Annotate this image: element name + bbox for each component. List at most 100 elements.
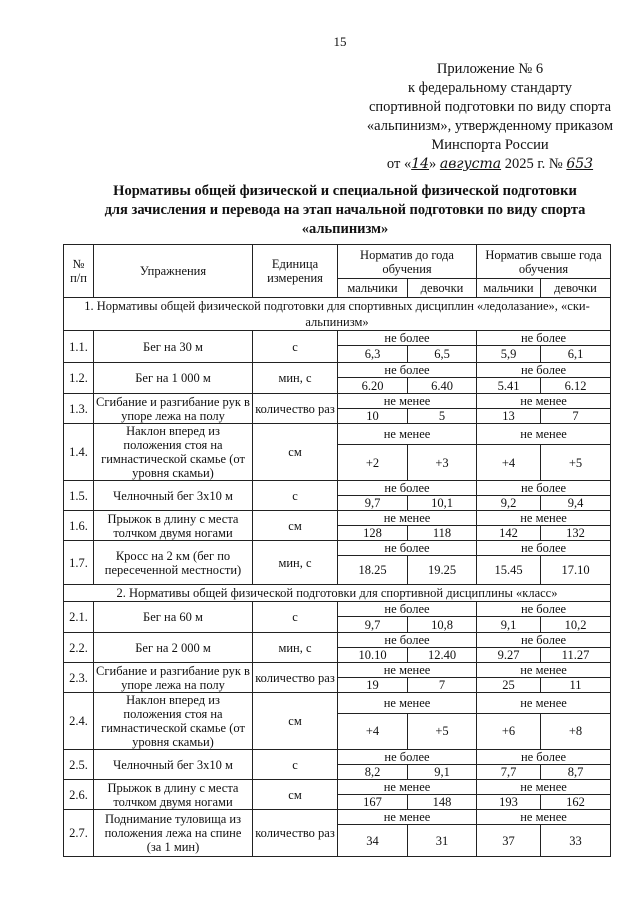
header-group2: Норматив свыше года обучения (476, 244, 612, 279)
value-cell: 10,2 (540, 616, 612, 633)
appendix-header: Приложение № 6 к федеральному стандарту … (340, 60, 640, 174)
value-cell: 6,5 (406, 345, 478, 363)
qualifier: не более (476, 632, 612, 648)
row-number: 2.3. (63, 662, 94, 693)
appendix-line: Приложение № 6 (436, 61, 544, 77)
unit: мин, с (252, 540, 338, 585)
value-cell: 7,7 (476, 764, 542, 780)
appendix-line: к федеральному стандарту (408, 80, 572, 96)
qualifier: не менее (336, 779, 478, 795)
exercise-name: Челночный бег 3х10 м (93, 749, 253, 780)
table-row: 2.7. Поднимание туловища из положения леж… (63, 809, 612, 857)
date-year: 2025 г. № (504, 156, 563, 172)
date-mid: » (429, 156, 437, 172)
table-row: 1.5. Челночный бег 3х10 м с не более не боле… (63, 480, 612, 511)
value-cell: 37 (476, 824, 542, 857)
value-cell: 8,7 (540, 764, 612, 780)
value-cell: +5 (406, 712, 478, 751)
value-cell: 167 (337, 794, 408, 810)
exercise-name: Бег на 2 000 м (93, 632, 253, 663)
qualifier: не менее (336, 692, 478, 714)
unit: мин, с (252, 362, 338, 394)
row-number: 2.4. (63, 692, 94, 750)
qualifier: не менее (336, 422, 478, 446)
value-cell: 9.27 (476, 647, 542, 663)
section-row: 1. Нормативы общей физической подготовки… (62, 297, 612, 331)
table-row: 2.6. Прыжок в длину с места толчком двумя… (63, 779, 612, 810)
header-unit: Единица измерения (252, 244, 338, 298)
value-cell: 25 (476, 677, 542, 693)
table-row-values: 8,2 9,1 7,7 8,7 (64, 764, 612, 780)
value-cell: 18.25 (337, 555, 408, 585)
header-num: № п/п (63, 244, 94, 298)
value-cell: 15.45 (476, 555, 542, 585)
value-cell: 132 (540, 525, 612, 541)
table-row-values: 128 118 142 132 (64, 525, 612, 541)
table-row: 1.4. Наклон вперед из положения стоя на г… (63, 422, 612, 481)
row-number: 1.2. (63, 362, 94, 394)
table-row: 2.2. Бег на 2 000 м мин, с не более не более (63, 632, 612, 663)
table-row: 1.6. Прыжок в длину с места толчком двумя… (63, 510, 612, 541)
unit: с (252, 480, 338, 511)
value-cell: 5.41 (476, 377, 542, 394)
value-cell: 148 (406, 794, 478, 810)
exercise-name: Наклон вперед из положения стоя на гимна… (93, 692, 253, 750)
section-row: 2. Нормативы общей физической подготовки… (62, 584, 612, 602)
value-cell: 10 (337, 408, 408, 424)
value-cell: 9,1 (406, 764, 478, 780)
appendix-line: «альпинизм», утвержденному приказом (366, 118, 614, 134)
value-cell: 7 (540, 408, 612, 424)
qualifier: не более (336, 632, 478, 648)
unit: с (252, 330, 338, 363)
qualifier: не менее (476, 393, 612, 409)
exercise-name: Сгибание и разгибание рук в упоре лежа н… (93, 393, 253, 424)
header-boys: мальчики (476, 278, 542, 298)
table-row-values: 19 7 25 11 (64, 677, 612, 693)
appendix-line: спортивной подготовки по виду спорта (368, 99, 612, 115)
value-cell: +2 (337, 444, 408, 481)
unit: количество раз (252, 662, 338, 693)
value-cell: 12.40 (406, 647, 478, 663)
row-number: 1.5. (63, 480, 94, 511)
value-cell: +3 (406, 444, 478, 481)
qualifier: не менее (476, 662, 612, 678)
unit: мин, с (252, 632, 338, 663)
value-cell: 19.25 (406, 555, 478, 585)
value-cell: 17.10 (540, 555, 612, 585)
row-number: 1.4. (63, 423, 94, 481)
row-number: 2.1. (63, 601, 94, 633)
exercise-name: Кросс на 2 км (бег по пересеченной местн… (93, 540, 253, 585)
header-group1: Норматив до года обучения (336, 244, 478, 279)
value-cell: 6.40 (406, 377, 478, 394)
qualifier: не менее (476, 422, 612, 446)
qualifier: не более (336, 330, 478, 346)
value-cell: 11.27 (540, 647, 612, 663)
value-cell: +6 (476, 712, 542, 751)
table-row: 1.1. Бег на 30 м с не более не более (63, 330, 612, 363)
qualifier: не менее (336, 662, 478, 678)
unit: количество раз (252, 393, 338, 424)
value-cell: 5,9 (476, 345, 542, 363)
qualifier: не более (476, 749, 612, 765)
section-title: 2. Нормативы общей физической подготовки… (62, 584, 612, 602)
table-row-values: 10.10 12.40 9.27 11.27 (64, 647, 612, 663)
table-row-values: 34 31 37 33 (64, 824, 612, 857)
value-cell: 9,7 (337, 616, 408, 633)
table-row-values: +4 +5 +6 +8 (64, 712, 612, 751)
qualifier: не более (476, 480, 612, 496)
row-number: 2.6. (63, 779, 94, 810)
qualifier: не более (336, 362, 478, 378)
value-cell: 9,2 (476, 495, 542, 511)
value-cell: +5 (540, 444, 612, 481)
qualifier: не более (336, 749, 478, 765)
value-cell: 10,8 (406, 616, 478, 633)
row-number: 1.3. (63, 393, 94, 424)
value-cell: 6,1 (540, 345, 612, 363)
appendix-line: Минспорта России (431, 137, 549, 153)
table-row: 2.1. Бег на 60 м с не более не более (63, 601, 612, 633)
value-cell: 33 (540, 824, 612, 857)
exercise-name: Наклон вперед из положения стоя на гимна… (93, 423, 253, 481)
qualifier: не менее (336, 809, 478, 825)
day-handwritten: 14 (411, 156, 430, 172)
qualifier: не менее (336, 510, 478, 526)
